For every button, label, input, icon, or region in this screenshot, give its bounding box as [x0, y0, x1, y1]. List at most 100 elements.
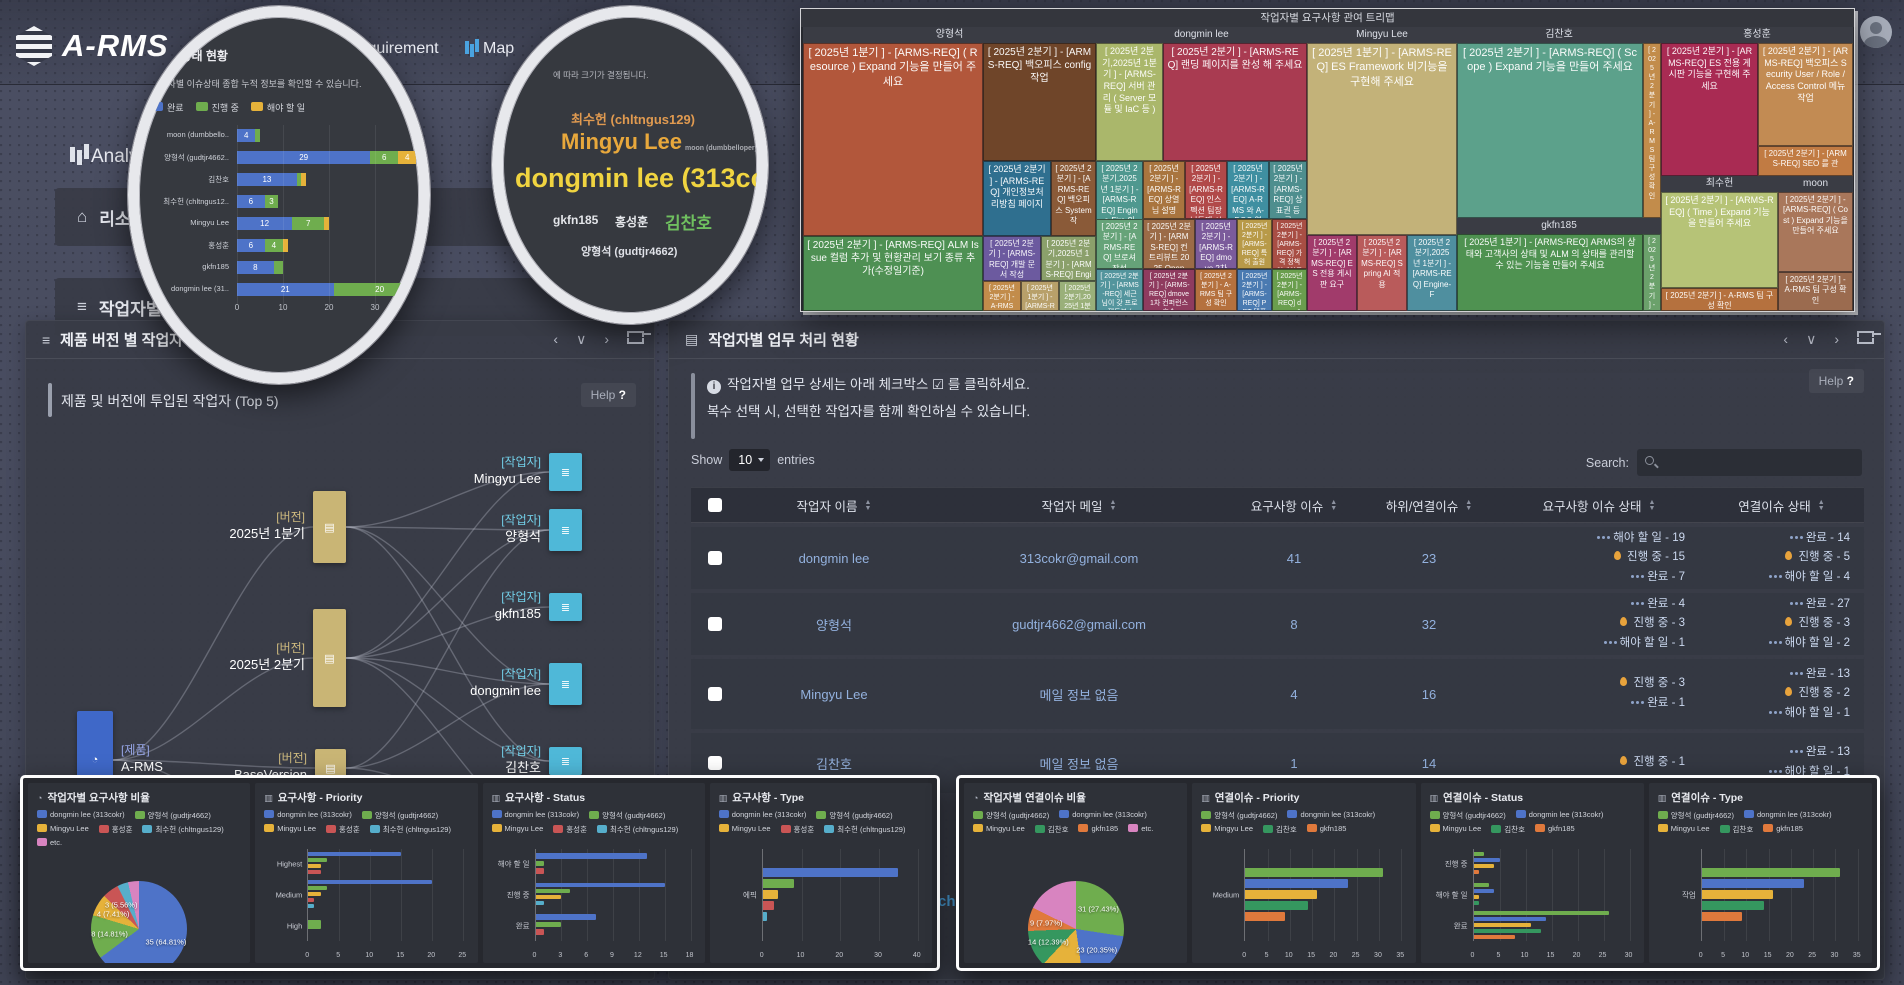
- status-dots-icon: [1794, 601, 1798, 605]
- next-icon[interactable]: ›: [604, 331, 609, 347]
- column-header[interactable]: 작업자 이름 ▲ ▼: [796, 498, 872, 514]
- word-cloud-word[interactable]: 홍성훈: [615, 215, 649, 229]
- treemap-cell[interactable]: [ 2025년 1분기 ] - [ARMS-REQ] ARMS의 상태와 고객사…: [1457, 234, 1643, 311]
- prev-icon[interactable]: ‹: [1783, 331, 1789, 347]
- sort-icon[interactable]: ▲ ▼: [864, 498, 872, 512]
- treemap-cell[interactable]: [ 2025년 2분기,2025년 1분기 ] - [ARMS-REQ] Eng…: [1041, 236, 1096, 281]
- word-cloud-word[interactable]: 최수헌 (chltngus129): [571, 112, 696, 127]
- treemap-cell[interactable]: [ 2025년 2분기 ] - [ARMS-REQ] ES 전용 게시판 요구: [1307, 235, 1357, 311]
- stacked-bar-chart: moon (dumbbello.. 4 양형석 (gudtjr4662.. 29 6 4 김…: [147, 125, 419, 301]
- table-row[interactable]: 양형석 gudtjr4662@gmail.com 8 32 완료 - 4 진행 중 - 3…: [691, 593, 1864, 655]
- column-header[interactable]: 작업자 메일 ▲ ▼: [1041, 498, 1117, 514]
- collapse-icon[interactable]: ∨: [1806, 331, 1817, 347]
- treemap-cell[interactable]: [ 2025년 2분기 ] - [ARMS-REQ] 개인정보처리방침 페이지: [983, 161, 1051, 236]
- bar-category-label: dongmin lee (31..: [171, 284, 229, 293]
- treemap-cell[interactable]: [ 2025년 2분기 ] - [ARMS-REQ] 특허 출원: [1237, 219, 1272, 269]
- word-cloud-word[interactable]: moon (dumbbelloper): [685, 145, 757, 152]
- treemap-cell[interactable]: [ 2025년 2분기 ] - [ARMS-REQ] 상열님 설명: [1143, 161, 1185, 219]
- network-node-version[interactable]: ▤: [313, 491, 346, 563]
- help-button[interactable]: Help ?: [580, 383, 636, 407]
- network-node-worker[interactable]: ≣: [549, 593, 582, 621]
- row-checkbox[interactable]: [708, 551, 722, 565]
- sort-icon[interactable]: ▲ ▼: [1465, 498, 1473, 512]
- nav-item-map[interactable]: Map: [465, 40, 514, 58]
- treemap-cell[interactable]: [ 2025년 2분기 ] - [ARMS-REQ] ALM Issue 컬럼 …: [803, 236, 983, 311]
- treemap-cell[interactable]: [ 2025년 2분기,2025년 1분기 ] - [ARMS-REQ] 데이: [1059, 281, 1096, 311]
- word-cloud-word[interactable]: 양형석 (gudtjr4662): [581, 246, 678, 258]
- help-button[interactable]: Help ?: [1808, 369, 1864, 393]
- row-checkbox[interactable]: [708, 687, 722, 701]
- column-header[interactable]: 요구사항 이슈 상태 ▲ ▼: [1542, 498, 1656, 514]
- sort-icon[interactable]: ▲ ▼: [1330, 498, 1338, 512]
- show-entries-select[interactable]: 10: [729, 449, 771, 471]
- treemap-cell[interactable]: [ 2025년 2분기 ] - A-RMS 팀 구성 확인: [1778, 272, 1853, 311]
- treemap-cell[interactable]: [ 2025년 2분기 ] -: [1643, 234, 1661, 311]
- treemap-cell[interactable]: [ 2025년 2분기 ] - [ARMS-REQ] PPT 템플릿: [1237, 269, 1272, 311]
- user-avatar[interactable]: [1860, 16, 1892, 48]
- network-node-worker[interactable]: ≣: [549, 453, 582, 491]
- row-checkbox[interactable]: [708, 617, 722, 631]
- prev-icon[interactable]: ‹: [553, 331, 559, 347]
- table-row[interactable]: dongmin lee 313cokr@gmail.com 41 23 해야 할 일 -…: [691, 527, 1864, 589]
- treemap-cell[interactable]: [ 2025년 2분기 ] - A-RMS 팀 구성 확인: [1643, 43, 1661, 218]
- network-node-version[interactable]: ▤: [313, 609, 346, 707]
- treemap-cell[interactable]: [ 2025년 2분기 ] - [ARMS-REQ] 컨트리뷰트 2025 Op…: [1143, 219, 1195, 269]
- treemap-cell[interactable]: [ 2025년 1분기 ] - [ARMS-REQ] 백오피스 Security: [1021, 281, 1059, 311]
- treemap-cell[interactable]: [ 2025년 2분기 ] - [ARMS-REQ] 가격 정책 업데이트: [1272, 219, 1307, 269]
- treemap-cell[interactable]: [ 2025년 2분기 ] - [ARMS-REQ] 백오피스 Security…: [1758, 43, 1853, 146]
- column-header[interactable]: 하위/연결이슈 ▲ ▼: [1385, 498, 1473, 514]
- treemap-cell[interactable]: [ 2025년 2분기 ] - [ARMS-REQ] Spring AI 적용: [1357, 235, 1407, 311]
- word-cloud-word[interactable]: dongmin lee (313cokr): [515, 163, 768, 193]
- network-node-worker[interactable]: ≣: [549, 509, 582, 551]
- treemap-cell[interactable]: [ 2025년 2분기 ] - [ARMS-REQ] ( Cost ) Expa…: [1778, 192, 1853, 272]
- treemap-cell[interactable]: [ 2025년 2분기 ] - [ARMS-REQ] dmove 1차: [1272, 269, 1307, 311]
- treemap-cell[interactable]: [ 2025년 2분기 ] - A-RMS 팀 구성 확인: [983, 281, 1021, 311]
- row-checkbox-cell: [691, 756, 739, 770]
- sort-icon[interactable]: ▲ ▼: [1648, 498, 1656, 512]
- treemap-cell[interactable]: [ 2025년 2분기 ] - [ARMS-REQ] dmove 1차 컨퍼런스…: [1143, 269, 1195, 311]
- next-icon[interactable]: ›: [1834, 331, 1839, 347]
- search-input[interactable]: [1637, 449, 1862, 476]
- treemap-cell[interactable]: [ 2025년 2분기 ] - [ARMS-REQ] 백오피스 System 작: [1051, 161, 1096, 236]
- treemap-cell[interactable]: [ 2025년 1분기 ] - [ARMS-REQ] ES Framework …: [1307, 43, 1457, 235]
- treemap-cell[interactable]: [ 2025년 2분기 ] - [ARMS-REQ] ( Time ) Expa…: [1661, 192, 1778, 288]
- network-node-worker[interactable]: ≣: [549, 663, 582, 705]
- treemap-cell[interactable]: [ 2025년 2분기 ] - A-RMS 팀 구성 확인: [1661, 288, 1778, 311]
- legend-swatch: [1719, 825, 1730, 833]
- word-cloud-word[interactable]: gkfn185: [553, 213, 599, 227]
- word-cloud-word[interactable]: 김찬호: [665, 214, 712, 233]
- sort-icon[interactable]: ▲ ▼: [1817, 498, 1825, 512]
- treemap-cell[interactable]: [ 2025년 2분기 ] - [ARMS-REQ] 백오피스 config 작…: [983, 43, 1096, 161]
- network-node-worker[interactable]: ≣: [549, 747, 582, 775]
- expand-icon[interactable]: [1857, 331, 1874, 344]
- treemap-cell[interactable]: [ 2025년 2분기 ] - [ARMS-REQ] ( Scope ) Exp…: [1457, 43, 1643, 218]
- table-row[interactable]: Mingyu Lee 메일 정보 없음 4 16 진행 중 - 3 완료 - 1 완료 - …: [691, 659, 1864, 729]
- treemap-cell[interactable]: [ 2025년 2분기 ] - [ARMS-REQ] dmove 2차: [1195, 219, 1237, 269]
- treemap-cell[interactable]: [ 2025년 2분기 ] - [ARMS-REQ] SEO 를 관: [1758, 146, 1853, 176]
- treemap-cell[interactable]: [ 2025년 2분기 ] - A-RMS 팀 구성 확인: [1195, 269, 1237, 311]
- treemap-cell[interactable]: [ 2025년 2분기 ] - [ARMS-REQ] 세근님이 갖 프로젝트뷰 …: [1096, 269, 1143, 311]
- treemap-cell-label: [ 2025년 2분기 ] - [ARMS-REQ] ( Time ) Expa…: [1665, 195, 1774, 229]
- bar: [308, 920, 321, 930]
- expand-icon[interactable]: [627, 331, 644, 344]
- treemap-cell[interactable]: [ 2025년 2분기 ] - [ARMS-REQ] ES 전용 게시판 기능을…: [1661, 43, 1758, 176]
- select-all-checkbox[interactable]: [708, 498, 722, 512]
- treemap-cell[interactable]: [ 2025년 2분기 ] - [ARMS-REQ] 상표권 등록: [1269, 161, 1307, 219]
- treemap-cell[interactable]: [ 2025년 2분기 ] - [ARMS-REQ] 브로셔 작성: [1096, 219, 1143, 269]
- treemap-cell[interactable]: [ 2025년 1분기 ] - [ARMS-REQ] ( Resource ) …: [803, 43, 983, 236]
- word-cloud-word[interactable]: Mingyu Lee: [561, 129, 683, 154]
- treemap-cell[interactable]: [ 2025년 2분기 ] - [ARMS-REQ] 개발 문서 작성: [983, 236, 1041, 281]
- row-checkbox[interactable]: [708, 756, 722, 770]
- treemap-cell[interactable]: [ 2025년 2분기 ] - [ARMS-REQ] A-RMS 와 A-DOC…: [1227, 161, 1269, 219]
- bar-category-label: High: [286, 921, 303, 931]
- treemap-cell[interactable]: [ 2025년 2분기,2025년 1분기 ] - [ARMS-REQ] 서버 …: [1096, 43, 1163, 161]
- gridline: [1551, 849, 1553, 941]
- treemap-cell[interactable]: [ 2025년 2분기 ] - [ARMS-REQ] 랜딩 페이지를 완성 해 …: [1163, 43, 1307, 161]
- sort-icon[interactable]: ▲ ▼: [1109, 498, 1117, 512]
- treemap-cell[interactable]: [ 2025년 2분기,2025년 1분기 ] - [ARMS-REQ] Eng…: [1407, 235, 1457, 311]
- collapse-icon[interactable]: ∨: [576, 331, 587, 347]
- app-logo[interactable]: A-RMS: [16, 26, 169, 66]
- treemap-cell[interactable]: [ 2025년 2분기 ] - [ARMS-REQ] 인스펙션 팀장님들께 시: [1185, 161, 1227, 219]
- column-header[interactable]: 요구사항 이슈 ▲ ▼: [1250, 498, 1338, 514]
- column-header[interactable]: 연결이슈 상태 ▲ ▼: [1738, 498, 1825, 514]
